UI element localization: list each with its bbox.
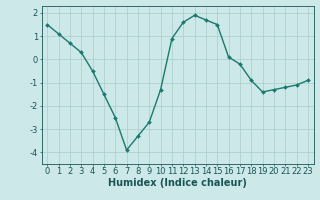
X-axis label: Humidex (Indice chaleur): Humidex (Indice chaleur) xyxy=(108,178,247,188)
